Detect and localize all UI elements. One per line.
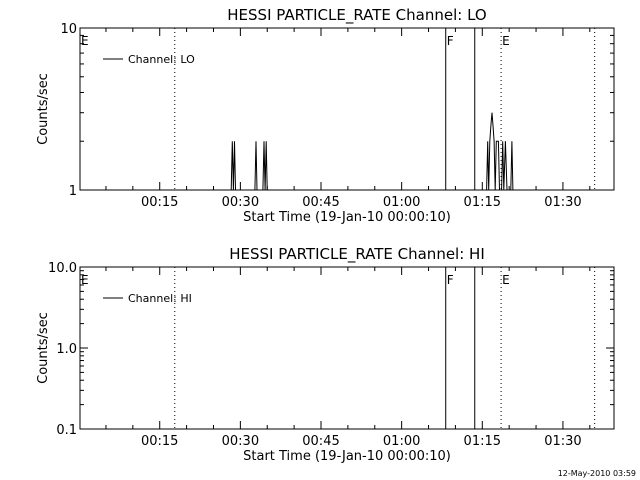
- panel1-x-tick-label: 01:30: [544, 195, 581, 210]
- panel1-title: HESSI PARTICLE_RATE Channel: LO: [227, 6, 486, 25]
- panel1-series-line: [230, 112, 514, 191]
- panel2-x-tick-label: 01:30: [544, 434, 581, 449]
- panel2-y-axis-label: Counts/sec: [36, 312, 51, 384]
- panel2-event-marker-label: F: [447, 273, 454, 287]
- panel2-legend-label: Channel: HI: [128, 292, 192, 305]
- panel1-x-tick-label: 01:00: [383, 195, 420, 210]
- panel2-x-tick-label: 00:30: [222, 434, 259, 449]
- panel1-plot-frame: [79, 27, 615, 191]
- plot-timestamp: 12-May-2010 03:59: [557, 469, 636, 478]
- panel1-y-tick-label: 1: [69, 184, 77, 199]
- panel2-x-tick-label: 01:00: [383, 434, 420, 449]
- panel1-x-tick-label: 01:15: [464, 195, 501, 210]
- panel1-legend-label: Channel: LO: [128, 53, 195, 66]
- panel2-x-axis-label: Start Time (19-Jan-10 00:00:10): [243, 449, 451, 464]
- panel1-x-axis-label: Start Time (19-Jan-10 00:00:10): [243, 210, 451, 225]
- panel2-y-tick-label: 1.0: [56, 342, 77, 357]
- panel2-x-tick-label: 00:45: [302, 434, 339, 449]
- panel2-x-tick-label: 00:15: [141, 434, 178, 449]
- panel2-y-tick-label: 0.1: [56, 423, 77, 438]
- panel1-event-marker-label: E: [502, 34, 510, 48]
- panel2-event-marker-label: E: [81, 273, 89, 287]
- panel2-y-tick-label: 10.0: [48, 261, 77, 276]
- panel2-x-tick-label: 01:15: [464, 434, 501, 449]
- panel1-x-tick-label: 00:30: [222, 195, 259, 210]
- panel1-y-axis-label: Counts/sec: [36, 73, 51, 145]
- panel1-x-tick-label: 00:45: [302, 195, 339, 210]
- panel1-event-marker-label: F: [447, 34, 454, 48]
- panel1-y-tick-label: 10: [60, 22, 77, 37]
- panel2-title: HESSI PARTICLE_RATE Channel: HI: [229, 245, 485, 264]
- panel1-event-marker-label: E: [81, 34, 89, 48]
- panel2-event-marker-label: E: [502, 273, 510, 287]
- panel1-x-tick-label: 00:15: [141, 195, 178, 210]
